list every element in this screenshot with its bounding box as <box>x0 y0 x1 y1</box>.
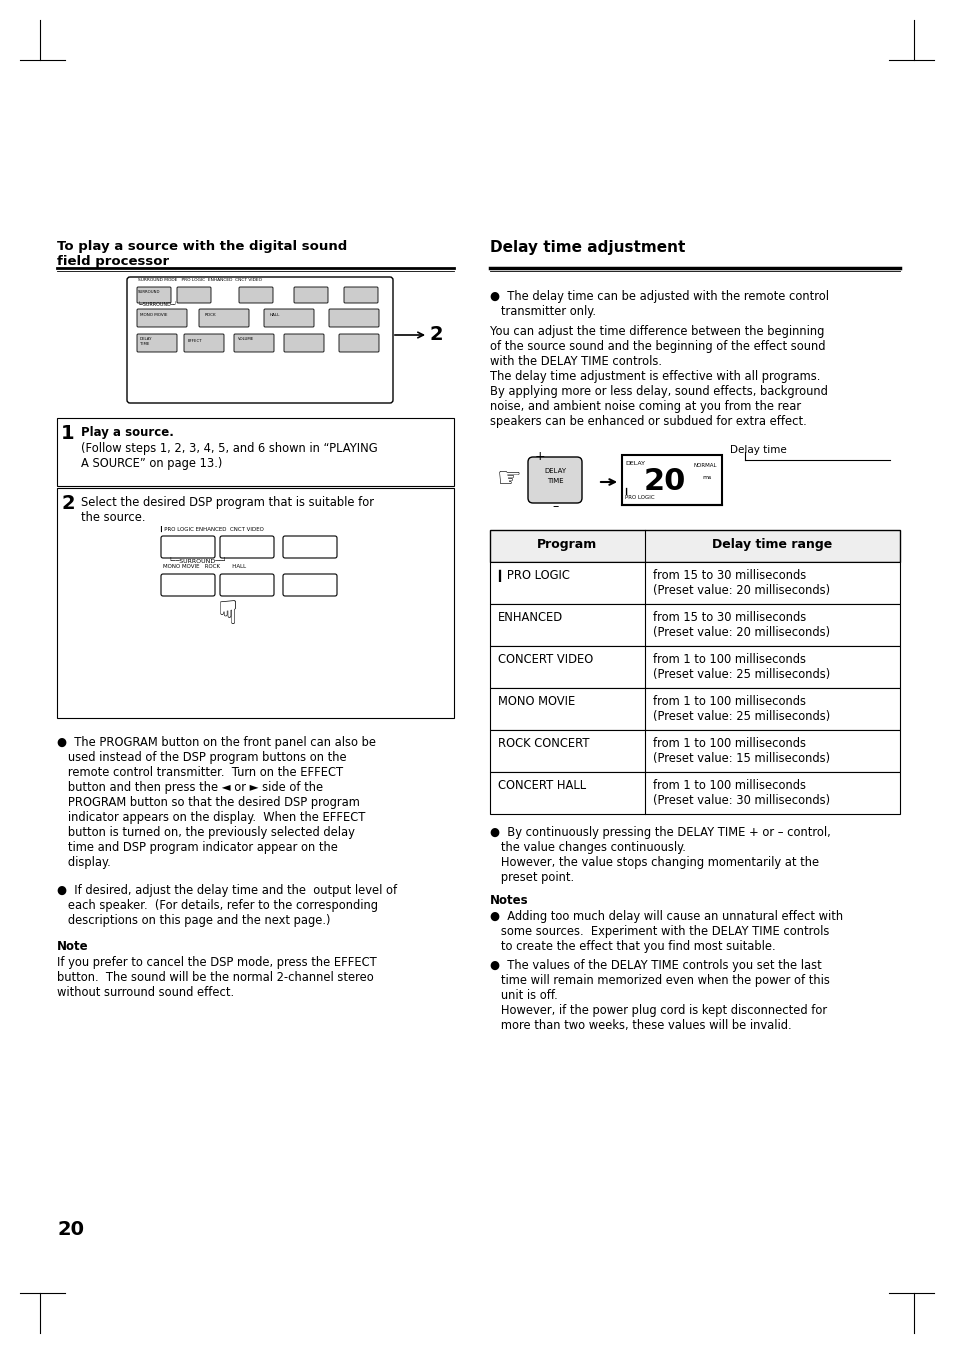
FancyBboxPatch shape <box>283 536 336 557</box>
FancyBboxPatch shape <box>137 287 171 303</box>
Text: ●  By continuously pressing the DELAY TIME + or – control,
   the value changes : ● By continuously pressing the DELAY TIM… <box>490 825 830 884</box>
Bar <box>57 418 454 486</box>
Text: MONO MOVIE: MONO MOVIE <box>140 313 168 317</box>
Text: ●  The delay time can be adjusted with the remote control
   transmitter only.: ● The delay time can be adjusted with th… <box>490 290 828 318</box>
Text: from 15 to 30 milliseconds
(Preset value: 20 milliseconds): from 15 to 30 milliseconds (Preset value… <box>652 612 829 639</box>
Text: Play a source.: Play a source. <box>81 426 173 438</box>
Text: Delay time: Delay time <box>729 445 786 455</box>
Text: from 1 to 100 milliseconds
(Preset value: 30 milliseconds): from 1 to 100 milliseconds (Preset value… <box>652 779 829 806</box>
Text: ▎: ▎ <box>624 488 630 495</box>
Text: If you prefer to cancel the DSP mode, press the EFFECT
button.  The sound will b: If you prefer to cancel the DSP mode, pr… <box>57 957 376 999</box>
Bar <box>490 645 899 687</box>
Text: SURROUND: SURROUND <box>138 290 160 294</box>
Text: ●  If desired, adjust the delay time and the  output level of
   each speaker.  : ● If desired, adjust the delay time and … <box>57 884 396 927</box>
Text: from 1 to 100 milliseconds
(Preset value: 25 milliseconds): from 1 to 100 milliseconds (Preset value… <box>652 653 829 681</box>
Bar <box>490 530 899 561</box>
FancyBboxPatch shape <box>294 287 328 303</box>
FancyBboxPatch shape <box>137 334 177 352</box>
FancyBboxPatch shape <box>177 287 211 303</box>
Text: –: – <box>552 501 558 513</box>
Text: (Follow steps 1, 2, 3, 4, 5, and 6 shown in “PLAYING
A SOURCE” on page 13.): (Follow steps 1, 2, 3, 4, 5, and 6 shown… <box>81 442 377 469</box>
Text: from 15 to 30 milliseconds
(Preset value: 20 milliseconds): from 15 to 30 milliseconds (Preset value… <box>652 570 829 597</box>
Bar <box>621 455 721 505</box>
Text: CONCERT HALL: CONCERT HALL <box>497 779 585 792</box>
Bar <box>490 773 899 815</box>
Text: VOLUME: VOLUME <box>237 337 254 341</box>
Bar <box>490 561 899 603</box>
Text: MONO MOVIE   ROCK       HALL: MONO MOVIE ROCK HALL <box>163 564 246 570</box>
Text: ▎PRO LOGIC ENHANCED  CNCT VIDEO: ▎PRO LOGIC ENHANCED CNCT VIDEO <box>160 526 264 532</box>
Text: 2: 2 <box>430 325 443 344</box>
FancyBboxPatch shape <box>127 277 393 403</box>
Text: DELAY: DELAY <box>624 461 644 465</box>
Text: ROCK: ROCK <box>205 313 216 317</box>
FancyBboxPatch shape <box>184 334 224 352</box>
Text: 20: 20 <box>57 1220 84 1239</box>
FancyBboxPatch shape <box>199 308 249 327</box>
Text: ☟: ☟ <box>218 598 238 630</box>
Text: NORMAL: NORMAL <box>693 463 717 468</box>
Text: ▎PRO LOGIC: ▎PRO LOGIC <box>497 570 569 582</box>
Text: ●  The values of the DELAY TIME controls you set the last
   time will remain me: ● The values of the DELAY TIME controls … <box>490 959 829 1032</box>
Text: └─SURROUND─┘: └─SURROUND─┘ <box>138 302 177 307</box>
FancyBboxPatch shape <box>239 287 273 303</box>
Text: 1: 1 <box>61 423 74 442</box>
Text: EFFECT: EFFECT <box>188 340 202 344</box>
Text: Delay time range: Delay time range <box>712 538 832 551</box>
Text: ms: ms <box>701 475 711 480</box>
Text: Notes: Notes <box>490 894 528 907</box>
Text: MONO MOVIE: MONO MOVIE <box>497 695 575 708</box>
Text: └──SURROUND──┘: └──SURROUND──┘ <box>168 557 226 564</box>
Text: You can adjust the time difference between the beginning
of the source sound and: You can adjust the time difference betwe… <box>490 325 827 428</box>
Bar <box>490 603 899 645</box>
Text: SURROUND MODE   PRO LOGIC  ENHANCED  CNCT VIDEO: SURROUND MODE PRO LOGIC ENHANCED CNCT VI… <box>138 277 262 281</box>
Text: TIME: TIME <box>546 478 562 484</box>
Text: DELAY
TIME: DELAY TIME <box>140 337 152 345</box>
Text: ROCK CONCERT: ROCK CONCERT <box>497 737 589 750</box>
FancyBboxPatch shape <box>344 287 377 303</box>
Bar <box>490 731 899 773</box>
Text: 20: 20 <box>643 467 685 497</box>
FancyBboxPatch shape <box>137 308 187 327</box>
Text: Program: Program <box>537 538 597 551</box>
Text: Note: Note <box>57 940 89 953</box>
FancyBboxPatch shape <box>220 536 274 557</box>
FancyBboxPatch shape <box>264 308 314 327</box>
FancyBboxPatch shape <box>220 574 274 597</box>
Text: Select the desired DSP program that is suitable for
the source.: Select the desired DSP program that is s… <box>81 497 374 524</box>
FancyBboxPatch shape <box>527 457 581 503</box>
Text: 2: 2 <box>61 494 74 513</box>
FancyBboxPatch shape <box>283 574 336 597</box>
Bar <box>57 488 454 718</box>
FancyBboxPatch shape <box>329 308 378 327</box>
Bar <box>490 687 899 731</box>
FancyBboxPatch shape <box>233 334 274 352</box>
Text: ☞: ☞ <box>497 465 521 492</box>
FancyBboxPatch shape <box>338 334 378 352</box>
FancyBboxPatch shape <box>161 574 214 597</box>
Text: Delay time adjustment: Delay time adjustment <box>490 239 684 254</box>
FancyBboxPatch shape <box>284 334 324 352</box>
Text: ●  The PROGRAM button on the front panel can also be
   used instead of the DSP : ● The PROGRAM button on the front panel … <box>57 736 375 869</box>
Text: PRO LOGIC: PRO LOGIC <box>624 495 654 501</box>
Text: from 1 to 100 milliseconds
(Preset value: 15 milliseconds): from 1 to 100 milliseconds (Preset value… <box>652 737 829 764</box>
Text: To play a source with the digital sound
field processor: To play a source with the digital sound … <box>57 239 347 268</box>
Text: from 1 to 100 milliseconds
(Preset value: 25 milliseconds): from 1 to 100 milliseconds (Preset value… <box>652 695 829 723</box>
Text: HALL: HALL <box>270 313 280 317</box>
FancyBboxPatch shape <box>161 536 214 557</box>
Text: ENHANCED: ENHANCED <box>497 612 562 624</box>
Text: CONCERT VIDEO: CONCERT VIDEO <box>497 653 593 666</box>
Text: +: + <box>535 451 545 463</box>
Text: ●  Adding too much delay will cause an unnatural effect with
   some sources.  E: ● Adding too much delay will cause an un… <box>490 911 842 953</box>
Text: DELAY: DELAY <box>543 468 565 474</box>
